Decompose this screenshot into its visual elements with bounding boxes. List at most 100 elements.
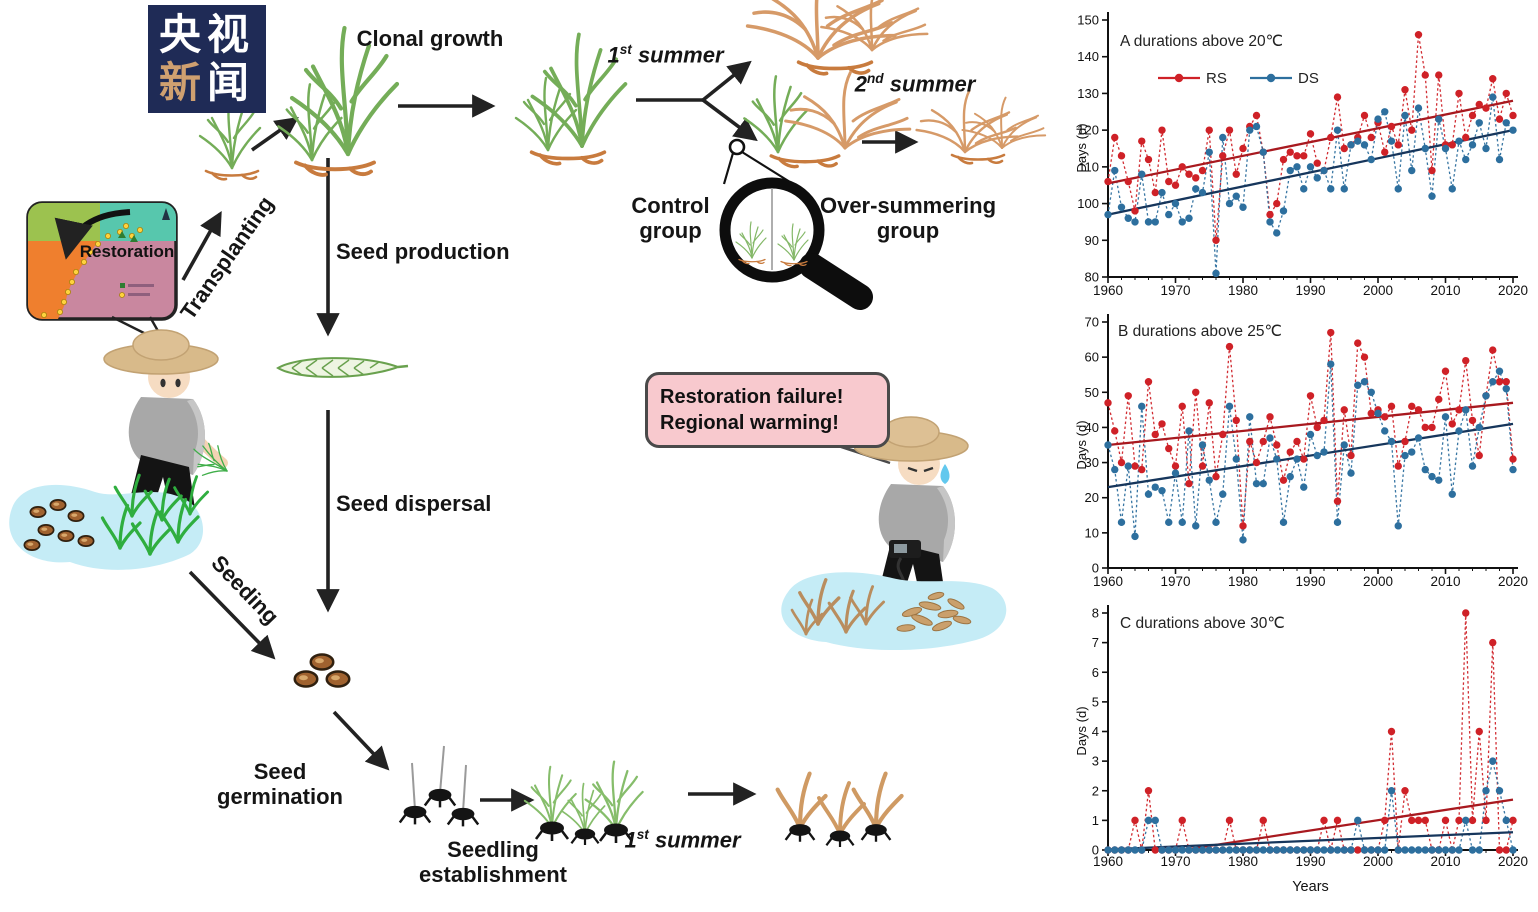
svg-text:DS: DS <box>1298 70 1319 87</box>
magnifier-focus-circle <box>728 138 746 156</box>
map-eelgrass-sites <box>118 231 138 242</box>
svg-text:1990: 1990 <box>1295 574 1325 589</box>
svg-text:2000: 2000 <box>1363 283 1393 298</box>
dead-plant-second-summer <box>915 89 1047 165</box>
label-clonal-growth: Clonal growth <box>356 26 504 51</box>
svg-text:1970: 1970 <box>1160 283 1190 298</box>
farmer-shirt <box>128 397 205 475</box>
logo-row1: 央视 <box>158 11 255 58</box>
seed-spike <box>276 357 409 378</box>
arrow-germination <box>332 710 390 771</box>
svg-text:1970: 1970 <box>1160 574 1190 589</box>
arrow-seeding <box>188 570 276 660</box>
map-transplant-route-arrow <box>54 209 131 260</box>
svg-text:5: 5 <box>1092 694 1099 709</box>
svg-text:140: 140 <box>1077 49 1099 64</box>
label-restoration-map: Restoration <box>79 242 175 261</box>
label-seed-production: Seed production <box>336 239 510 264</box>
svg-text:1960: 1960 <box>1093 574 1123 589</box>
svg-text:2020: 2020 <box>1498 574 1528 589</box>
svg-text:RS: RS <box>1206 70 1227 87</box>
svg-text:2000: 2000 <box>1363 854 1393 869</box>
label-second-summer: 2nd summer <box>854 71 976 97</box>
arrow-first-summer-down <box>701 98 758 142</box>
svg-text:1990: 1990 <box>1295 854 1325 869</box>
svg-text:10: 10 <box>1085 525 1099 540</box>
svg-text:40: 40 <box>1085 420 1099 435</box>
svg-text:A durations above 20℃: A durations above 20℃ <box>1120 33 1283 50</box>
svg-text:20: 20 <box>1085 490 1099 505</box>
svg-text:2020: 2020 <box>1498 283 1528 298</box>
failed-water-patch <box>781 572 1007 651</box>
svg-text:7: 7 <box>1092 635 1099 650</box>
bubble-line1: Restoration failure! <box>660 386 844 408</box>
svg-text:1: 1 <box>1092 813 1099 828</box>
svg-text:1960: 1960 <box>1093 854 1123 869</box>
speech-bubble: Restoration failure! Regional warming! <box>645 372 890 448</box>
dead-seedlings <box>778 774 902 849</box>
svg-text:150: 150 <box>1077 13 1099 28</box>
svg-text:0: 0 <box>1092 561 1099 576</box>
label-control-group: Control group <box>631 193 710 243</box>
dispersed-seeds <box>293 653 351 688</box>
label-seed-germination: Seed germination <box>217 759 343 809</box>
svg-text:60: 60 <box>1085 350 1099 365</box>
svg-text:2: 2 <box>1092 783 1099 798</box>
svg-text:1980: 1980 <box>1228 283 1258 298</box>
label-oversummering-group: Over-summering group <box>819 193 997 243</box>
label-seed-dispersal: Seed dispersal <box>336 491 492 516</box>
svg-text:4: 4 <box>1092 724 1099 739</box>
svg-text:120: 120 <box>1077 123 1099 138</box>
label-seedling-establishment: Seedling establishment <box>419 837 567 887</box>
temperature-duration-charts: 80 90 100 110 120 130 140 150 1960 1970 1980 1990 20… <box>1070 0 1538 912</box>
svg-text:2000: 2000 <box>1363 574 1393 589</box>
magnifier-handle <box>799 253 873 310</box>
svg-text:0: 0 <box>1092 843 1099 858</box>
svg-text:6: 6 <box>1092 665 1099 680</box>
svg-text:110: 110 <box>1078 159 1099 174</box>
diagram-artwork <box>9 0 1047 849</box>
svg-text:2010: 2010 <box>1430 283 1460 298</box>
svg-text:1970: 1970 <box>1160 854 1190 869</box>
svg-text:Days (d): Days (d) <box>1074 420 1089 469</box>
svg-text:90: 90 <box>1085 233 1099 248</box>
restoration-lifecycle-diagram: 央视 新闻 Clonal growth 1st summer 2nd summe… <box>9 0 1047 887</box>
svg-text:C durations above 30℃: C durations above 30℃ <box>1120 615 1285 632</box>
svg-text:1960: 1960 <box>1093 283 1123 298</box>
chart-panel-c: 0 1 2 3 4 5 6 7 8 1960 1970 1980 1990 2000 2010 2020 C d… <box>1074 605 1528 895</box>
svg-text:Years: Years <box>1292 879 1329 895</box>
svg-text:3: 3 <box>1092 754 1099 769</box>
label-first-summer: 1st summer <box>607 42 724 68</box>
planting-water-patch <box>9 473 210 570</box>
svg-text:70: 70 <box>1085 315 1099 330</box>
sweat-drop-icon <box>940 464 950 484</box>
svg-text:50: 50 <box>1085 385 1099 400</box>
map-north-arrow <box>162 208 170 220</box>
svg-text:1990: 1990 <box>1295 283 1325 298</box>
svg-text:Days (d): Days (d) <box>1074 706 1089 755</box>
chart-panel-a: 80 90 100 110 120 130 140 150 1960 1970 1980 1990 20… <box>1074 12 1528 298</box>
arrow-transplanting <box>181 210 222 281</box>
magnifier-icon <box>719 138 873 310</box>
cctv-news-logo: 央视 新闻 <box>148 5 266 113</box>
germinating-seeds <box>398 745 480 828</box>
svg-text:B durations above 25℃: B durations above 25℃ <box>1118 323 1282 340</box>
logo-row2: 新闻 <box>158 59 256 106</box>
svg-text:8: 8 <box>1092 606 1099 621</box>
chart-panel-b: 0 10 20 30 40 50 60 70 1960 1970 1980 1990 2000 2010 2… <box>1074 314 1528 589</box>
arrow-to-clonal-growth <box>250 116 299 152</box>
restoration-map-inset <box>26 201 178 342</box>
svg-text:80: 80 <box>1085 270 1099 285</box>
label-first-summer-bottom: 1st summer <box>624 827 741 853</box>
svg-text:1980: 1980 <box>1228 854 1258 869</box>
svg-text:30: 30 <box>1085 455 1099 470</box>
svg-text:130: 130 <box>1077 86 1099 101</box>
svg-text:Days (d): Days (d) <box>1074 123 1089 172</box>
farmer-measuring <box>853 416 969 643</box>
svg-text:1980: 1980 <box>1228 574 1258 589</box>
map-legend-marks <box>119 283 154 298</box>
svg-text:2020: 2020 <box>1498 854 1528 869</box>
bubble-line2: Regional warming! <box>660 412 839 434</box>
svg-text:2010: 2010 <box>1430 854 1460 869</box>
